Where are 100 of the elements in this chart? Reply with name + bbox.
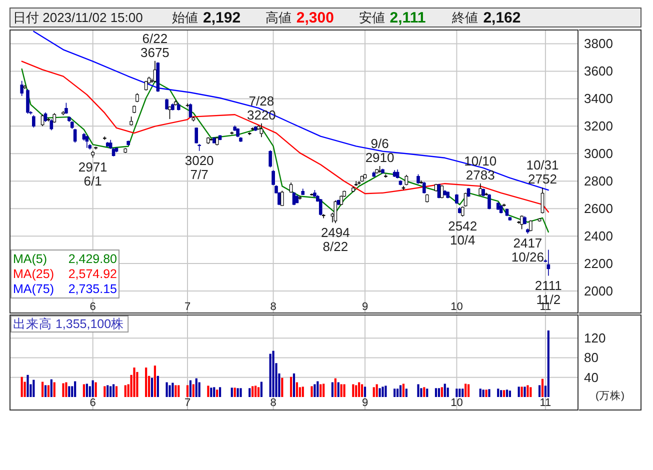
bar [154, 366, 156, 397]
bar [136, 372, 138, 397]
x-tick-label: 6 [90, 301, 96, 313]
text: 高値 [265, 10, 292, 25]
bar [438, 388, 440, 397]
bar [210, 388, 212, 397]
bar [334, 378, 336, 397]
bar [106, 385, 109, 397]
bar [310, 386, 313, 397]
bar [456, 388, 458, 397]
bar [213, 387, 216, 397]
bar [482, 390, 484, 397]
bar [446, 388, 449, 397]
bar [186, 385, 189, 397]
bar [396, 388, 399, 397]
bar [518, 386, 520, 397]
bar [178, 385, 180, 397]
bar [331, 382, 334, 397]
bar [485, 390, 488, 397]
annotation: 2494 8/22 [320, 225, 350, 254]
bar [94, 382, 97, 397]
bar [166, 382, 168, 397]
x-tick-label: 8 [270, 397, 276, 409]
bar [500, 390, 502, 397]
text: 2,192 [203, 10, 241, 26]
bar [50, 379, 52, 397]
x-tick-label: 9 [362, 397, 368, 409]
bar [124, 385, 126, 397]
y-tick-label: 120 [584, 330, 606, 346]
bar [497, 388, 500, 397]
bar [302, 386, 304, 397]
bar [508, 390, 512, 397]
text: 始値 [172, 10, 198, 25]
bar [236, 388, 239, 397]
bar [174, 385, 177, 397]
chart-title: 日付 2023/11/02 15:00 [13, 10, 143, 25]
text: MA(25) [13, 267, 54, 281]
bar [115, 386, 118, 397]
bar [372, 387, 375, 397]
bar [44, 385, 47, 397]
bar [399, 385, 402, 397]
bar [520, 386, 523, 397]
bar [420, 388, 422, 397]
bar [355, 385, 358, 397]
bar [252, 386, 254, 397]
bar [434, 388, 438, 397]
annotation: 9/6 2910 [365, 136, 394, 166]
bar [378, 388, 381, 397]
bar [195, 378, 198, 397]
text: 終値 [451, 10, 478, 25]
bar [402, 384, 405, 397]
bar [272, 350, 274, 397]
y-tick-label: 2000 [584, 284, 613, 299]
bar [248, 388, 251, 397]
y-tick-label: 3800 [584, 36, 613, 52]
text: 2,300 [296, 10, 334, 26]
bar [423, 387, 426, 397]
annotation: 2,429.80 [68, 252, 118, 266]
bar [92, 380, 94, 397]
annotation: 10/10 2783 [464, 153, 497, 182]
bar [281, 378, 284, 397]
y-tick-label: 2400 [584, 228, 613, 244]
annotation: 2417 10/26 [511, 236, 544, 265]
x-tick-label: 10 [450, 397, 463, 409]
bar [314, 384, 316, 397]
bar [394, 388, 396, 397]
text: 2,111 [390, 10, 426, 26]
bar [464, 384, 467, 397]
bar [168, 385, 171, 397]
annotation: 6/22 3675 [140, 30, 170, 60]
bar [82, 384, 86, 397]
y-tick-label: 3200 [584, 118, 613, 134]
text: MA(75) [13, 282, 54, 296]
bar [376, 384, 378, 397]
annotation: 10/31 2752 [526, 158, 559, 187]
bar [145, 368, 148, 397]
bar [41, 382, 44, 397]
bar [405, 388, 408, 397]
x-tick-label: 7 [184, 301, 191, 313]
bar [426, 388, 428, 397]
bar [290, 376, 292, 397]
y-tick-label: 2600 [584, 201, 613, 216]
bar [20, 376, 23, 397]
bar [479, 388, 482, 397]
bar [53, 382, 56, 397]
bar [112, 384, 115, 397]
y-tick-label: 80 [584, 350, 598, 366]
bar [26, 374, 29, 397]
x-tick-label: 9 [362, 301, 368, 313]
bar [32, 380, 35, 397]
bar [352, 384, 354, 397]
bar [62, 383, 64, 397]
bar [65, 382, 68, 397]
bar [292, 373, 296, 397]
x-tick-label: 10 [450, 301, 463, 313]
bar [156, 376, 159, 397]
bar [150, 378, 154, 397]
bar [417, 384, 420, 397]
bar [172, 382, 174, 397]
bar [358, 382, 360, 397]
